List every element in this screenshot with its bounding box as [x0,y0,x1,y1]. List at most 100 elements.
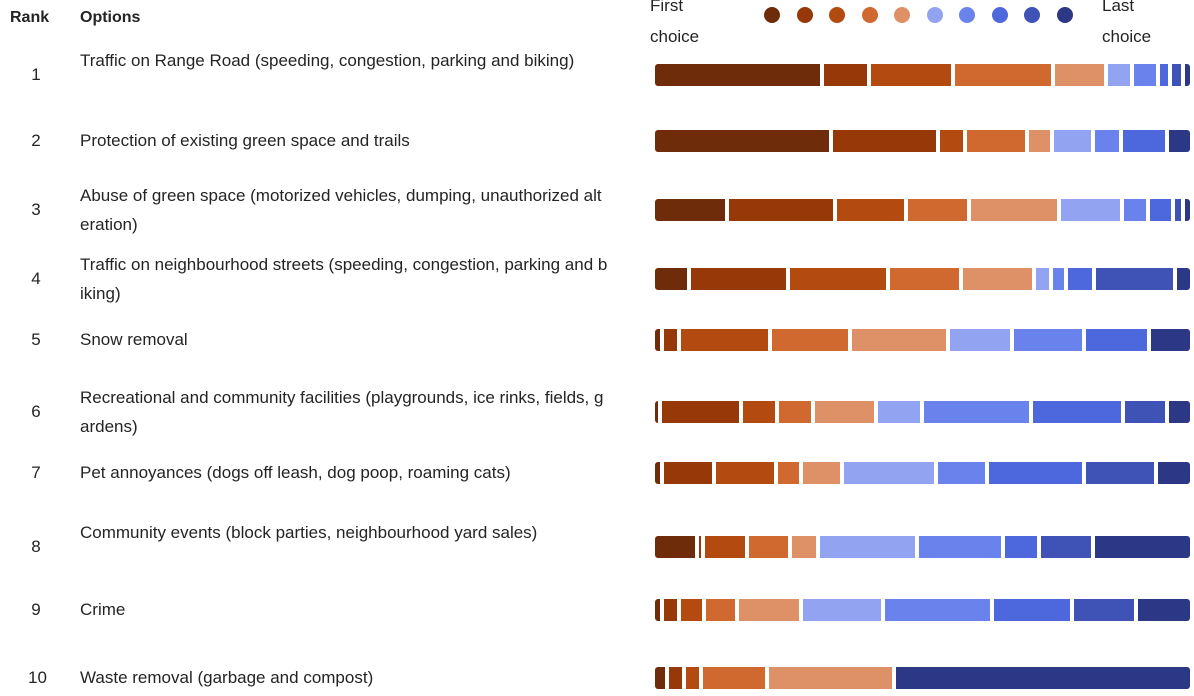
choice-segment-1[interactable] [655,462,661,484]
choice-segment-9[interactable] [1124,401,1165,423]
choice-segment-10[interactable] [1158,462,1190,484]
choice-segment-6[interactable] [1035,268,1050,290]
choice-segment-4[interactable] [748,536,789,558]
choice-segment-2[interactable] [823,64,868,86]
choice-segment-6[interactable] [950,329,1011,351]
choice-segment-4[interactable] [779,401,812,423]
choice-segment-8[interactable] [1005,536,1037,558]
choice-segment-7[interactable] [924,401,1029,423]
rank-number: 9 [31,600,41,619]
choice-segment-10[interactable] [1137,599,1190,621]
choice-segment-10[interactable] [1168,401,1190,423]
choice-segment-7[interactable] [885,599,990,621]
choice-segment-4[interactable] [908,199,968,221]
choice-segment-7[interactable] [937,462,986,484]
choice-segment-3[interactable] [790,268,886,290]
choice-segment-3[interactable] [681,329,768,351]
choice-segment-6[interactable] [877,401,921,423]
choice-segment-4[interactable] [706,599,735,621]
choice-segment-3[interactable] [681,599,703,621]
choice-segment-4[interactable] [954,64,1051,86]
choice-segment-1[interactable] [655,64,820,86]
choice-segment-4[interactable] [889,268,959,290]
choice-segment-10[interactable] [1168,130,1190,152]
choice-segment-2[interactable] [690,268,787,290]
choice-segment-9[interactable] [1175,199,1181,221]
choice-segment-1[interactable] [655,130,829,152]
choice-segment-1[interactable] [655,401,658,423]
choice-distribution-bar [655,536,1190,558]
option-label: Abuse of green space (motorized vehicles… [80,186,602,234]
choice-segment-7[interactable] [1014,329,1083,351]
choice-segment-9[interactable] [1172,64,1181,86]
choice-segment-6[interactable] [1061,199,1121,221]
choice-segment-5[interactable] [971,199,1058,221]
choice-segment-2[interactable] [661,401,740,423]
choice-segment-5[interactable] [792,536,817,558]
choice-segment-3[interactable] [743,401,776,423]
choice-segment-8[interactable] [1086,329,1147,351]
choice-segment-5[interactable] [1029,130,1051,152]
choice-segment-1[interactable] [655,268,687,290]
choice-segment-4[interactable] [967,130,1026,152]
choice-segment-6[interactable] [1108,64,1131,86]
legend-dot-5 [894,7,910,23]
choice-segment-1[interactable] [655,536,695,558]
choice-segment-8[interactable] [1122,130,1165,152]
choice-segment-5[interactable] [803,462,840,484]
choice-segment-4[interactable] [771,329,848,351]
choice-segment-8[interactable] [1149,199,1172,221]
choice-segment-5[interactable] [738,599,799,621]
choice-segment-6[interactable] [1054,130,1092,152]
choice-segment-2[interactable] [698,536,702,558]
choice-segment-6[interactable] [803,599,882,621]
choice-segment-5[interactable] [1054,64,1105,86]
choice-segment-9[interactable] [1040,536,1091,558]
choice-segment-7[interactable] [1134,64,1157,86]
choice-segment-6[interactable] [820,536,916,558]
choice-segment-2[interactable] [664,462,712,484]
choice-segment-7[interactable] [919,536,1002,558]
choice-segment-3[interactable] [686,667,700,689]
choice-segment-6[interactable] [843,462,934,484]
choice-segment-2[interactable] [664,329,678,351]
choice-segment-9[interactable] [1073,599,1134,621]
choice-segment-5[interactable] [851,329,947,351]
choice-segment-5[interactable] [815,401,874,423]
choice-segment-9[interactable] [1095,268,1173,290]
choice-segment-10[interactable] [1150,329,1190,351]
choice-segment-10[interactable] [896,667,1190,689]
choice-segment-1[interactable] [655,667,666,689]
choice-segment-7[interactable] [1095,130,1119,152]
choice-segment-4[interactable] [703,667,765,689]
choice-segment-8[interactable] [989,462,1082,484]
choice-segment-4[interactable] [777,462,799,484]
choice-segment-8[interactable] [1067,268,1092,290]
choice-segment-3[interactable] [939,130,964,152]
choice-segment-3[interactable] [837,199,905,221]
choice-segment-9[interactable] [1085,462,1155,484]
choice-segment-2[interactable] [728,199,834,221]
choice-segment-10[interactable] [1176,268,1190,290]
choice-segment-2[interactable] [669,667,683,689]
choice-segment-3[interactable] [705,536,745,558]
choice-segment-7[interactable] [1124,199,1146,221]
choice-segment-2[interactable] [664,599,678,621]
choice-segment-1[interactable] [655,329,661,351]
choice-segment-8[interactable] [1032,401,1121,423]
choice-segment-5[interactable] [962,268,1032,290]
choice-segment-10[interactable] [1094,536,1190,558]
choice-segment-10[interactable] [1184,64,1190,86]
option-label: Crime [80,600,126,619]
choice-segment-8[interactable] [993,599,1070,621]
choice-segment-3[interactable] [715,462,774,484]
choice-segment-7[interactable] [1053,268,1064,290]
choice-segment-10[interactable] [1184,199,1190,221]
choice-segment-8[interactable] [1160,64,1169,86]
choice-segment-1[interactable] [655,599,661,621]
choice-segment-1[interactable] [655,199,725,221]
option-label: Traffic on neighbourhood streets (speedi… [80,255,608,303]
choice-segment-5[interactable] [768,667,893,689]
choice-segment-2[interactable] [832,130,936,152]
choice-segment-3[interactable] [871,64,951,86]
